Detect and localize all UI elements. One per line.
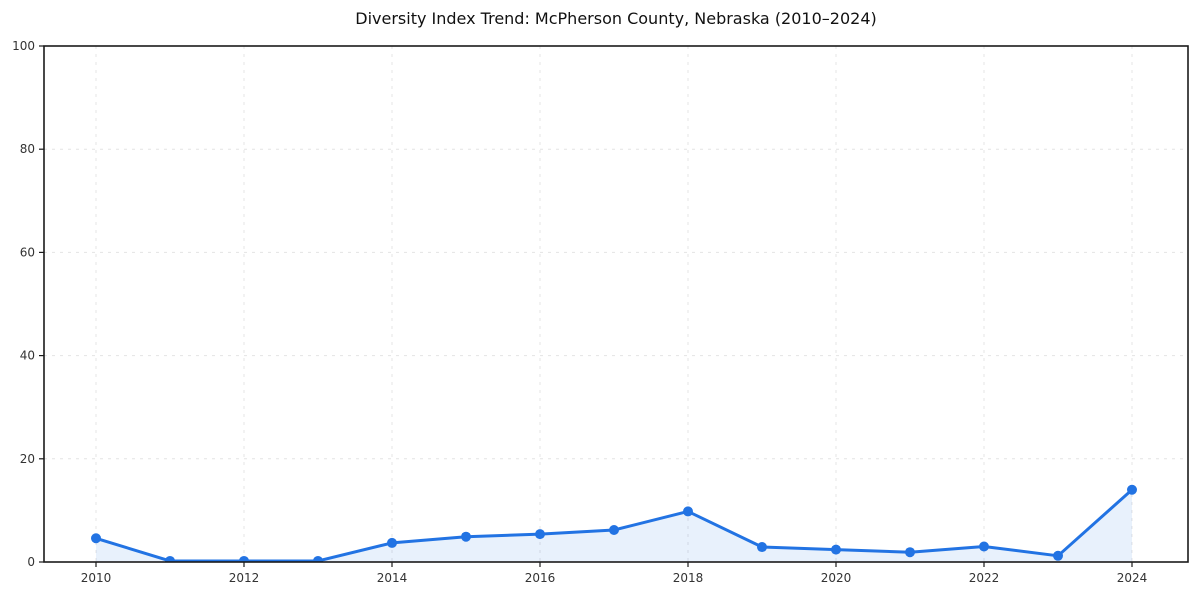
x-tick-label: 2010 [81,571,112,585]
data-point-2021 [905,547,915,558]
x-tick-label: 2024 [1117,571,1148,585]
data-point-2010 [91,533,101,544]
data-point-2013 [313,555,323,562]
x-tick-label: 2016 [525,571,556,585]
data-point-2019 [757,542,767,553]
y-tick-label: 20 [20,452,35,466]
data-point-2024 [1127,484,1137,495]
data-point-2012 [239,555,249,562]
area-fill [96,489,1132,562]
y-tick-label: 80 [20,142,35,156]
x-tick-label: 2012 [229,571,260,585]
data-point-2023 [1053,550,1063,561]
y-tick-label: 60 [20,245,35,259]
x-tick-label: 2022 [969,571,1000,585]
data-point-2017 [609,525,619,536]
x-tick-label: 2018 [673,571,704,585]
y-tick-label: 100 [12,39,35,53]
data-point-2022 [979,541,989,552]
x-tick-label: 2014 [377,571,408,585]
data-point-2016 [535,529,545,540]
data-point-2015 [461,531,471,542]
x-tick-label: 2020 [821,571,852,585]
data-point-2020 [831,544,841,555]
data-point-2018 [683,506,693,517]
y-tick-label: 40 [20,349,35,363]
data-point-2011 [165,555,175,562]
plot-border [43,45,1189,563]
chart-title: Diversity Index Trend: McPherson County,… [355,9,877,28]
data-points [91,484,1137,562]
y-tick-label: 0 [27,555,35,569]
data-point-2014 [387,537,397,548]
